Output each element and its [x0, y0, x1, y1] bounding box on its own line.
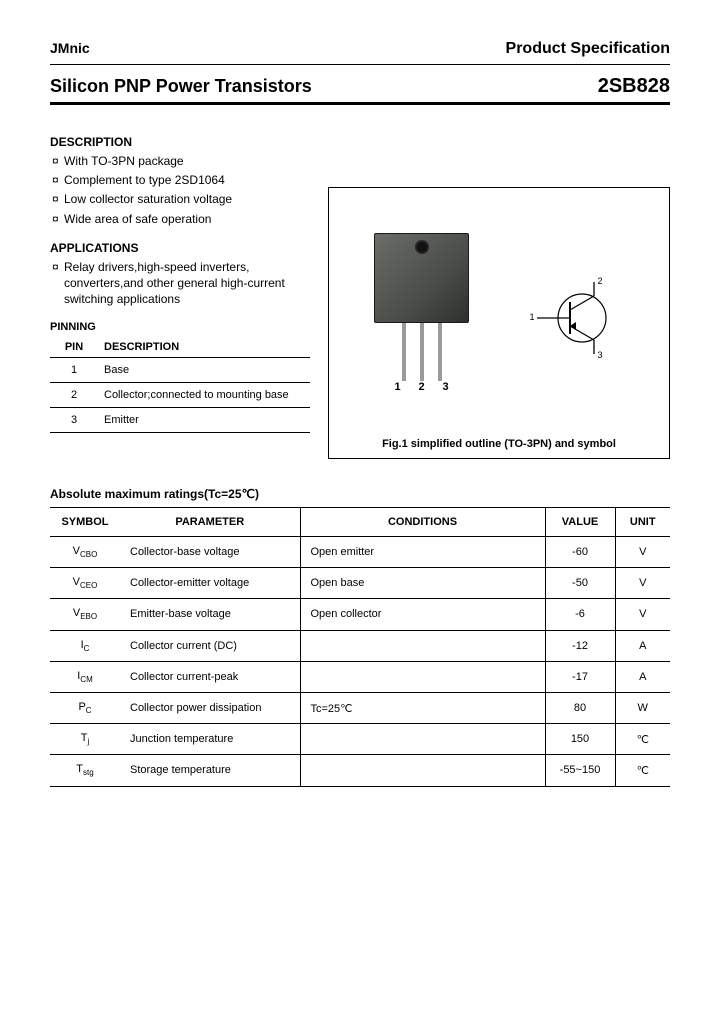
table-row: VCBOCollector-base voltageOpen emitter-6…: [50, 537, 670, 568]
rating-parameter: Junction temperature: [120, 724, 300, 755]
rating-parameter: Collector power dissipation: [120, 692, 300, 723]
header-rule: [50, 64, 670, 65]
rating-parameter: Collector current-peak: [120, 661, 300, 692]
symbol-label-base: 1: [530, 312, 535, 322]
symbol-label-emitter: 3: [598, 350, 603, 360]
lead-label-2: 2: [417, 381, 427, 393]
pinning-heading: PINNING: [50, 321, 310, 333]
rating-symbol: IC: [50, 630, 120, 661]
rating-unit: V: [615, 599, 670, 630]
rating-condition: Tc=25℃: [300, 692, 545, 723]
pin-number: 3: [50, 408, 98, 433]
figure-box: 1 2 3 1: [328, 187, 670, 459]
rating-condition: [300, 661, 545, 692]
rating-parameter: Collector current (DC): [120, 630, 300, 661]
pin-number: 1: [50, 358, 98, 383]
rating-condition: [300, 724, 545, 755]
rating-symbol: Tstg: [50, 755, 120, 786]
rating-condition: Open base: [300, 568, 545, 599]
applications-heading: APPLICATIONS: [50, 241, 310, 255]
pin-col-header: PIN: [50, 337, 98, 358]
list-item: ¤Wide area of safe operation: [52, 211, 310, 227]
ratings-col-conditions: CONDITIONS: [300, 508, 545, 537]
schematic-symbol: 1 2 3: [532, 268, 632, 368]
rating-unit: V: [615, 568, 670, 599]
product-spec-label: Product Specification: [506, 40, 670, 58]
pinning-table: PIN DESCRIPTION 1Base2Collector;connecte…: [50, 337, 310, 433]
rating-value: -12: [545, 630, 615, 661]
rating-unit: ℃: [615, 724, 670, 755]
table-row: TstgStorage temperature -55~150℃: [50, 755, 670, 786]
table-row: ICMCollector current-peak -17A: [50, 661, 670, 692]
title-rule: [50, 102, 670, 105]
ratings-col-symbol: SYMBOL: [50, 508, 120, 537]
pin-description: Base: [98, 358, 310, 383]
rating-condition: [300, 755, 545, 786]
rating-unit: ℃: [615, 755, 670, 786]
table-row: PCCollector power dissipationTc=25℃80W: [50, 692, 670, 723]
rating-symbol: PC: [50, 692, 120, 723]
rating-symbol: Tj: [50, 724, 120, 755]
rating-unit: V: [615, 537, 670, 568]
rating-symbol: ICM: [50, 661, 120, 692]
ratings-col-parameter: PARAMETER: [120, 508, 300, 537]
list-item: ¤With TO-3PN package: [52, 153, 310, 169]
rating-unit: A: [615, 661, 670, 692]
rating-value: 80: [545, 692, 615, 723]
rating-symbol: VCEO: [50, 568, 120, 599]
rating-value: -50: [545, 568, 615, 599]
rating-parameter: Collector-emitter voltage: [120, 568, 300, 599]
rating-parameter: Collector-base voltage: [120, 537, 300, 568]
ratings-col-value: VALUE: [545, 508, 615, 537]
list-item: ¤Complement to type 2SD1064: [52, 172, 310, 188]
rating-unit: A: [615, 630, 670, 661]
table-row: TjJunction temperature 150℃: [50, 724, 670, 755]
rating-symbol: VEBO: [50, 599, 120, 630]
brand-logo: JMnic: [50, 40, 90, 56]
list-item: ¤Low collector saturation voltage: [52, 191, 310, 207]
table-row: 3Emitter: [50, 408, 310, 433]
rating-condition: [300, 630, 545, 661]
package-drawing: 1 2 3: [367, 233, 477, 403]
rating-condition: Open emitter: [300, 537, 545, 568]
pin-description: Collector;connected to mounting base: [98, 383, 310, 408]
ratings-heading: Absolute maximum ratings(Tc=25℃): [50, 487, 670, 501]
ratings-col-unit: UNIT: [615, 508, 670, 537]
rating-value: -60: [545, 537, 615, 568]
ratings-table: SYMBOL PARAMETER CONDITIONS VALUE UNIT V…: [50, 507, 670, 787]
description-heading: DESCRIPTION: [50, 135, 310, 149]
rating-unit: W: [615, 692, 670, 723]
symbol-label-collector: 2: [598, 276, 603, 286]
rating-symbol: VCBO: [50, 537, 120, 568]
rating-value: -17: [545, 661, 615, 692]
rating-value: 150: [545, 724, 615, 755]
table-row: 1Base: [50, 358, 310, 383]
pin-desc-header: DESCRIPTION: [98, 337, 310, 358]
applications-list: ¤Relay drivers,high-speed inverters, con…: [50, 259, 310, 308]
table-row: ICCollector current (DC) -12A: [50, 630, 670, 661]
lead-label-1: 1: [393, 381, 403, 393]
table-row: 2Collector;connected to mounting base: [50, 383, 310, 408]
list-item: ¤Relay drivers,high-speed inverters, con…: [52, 259, 310, 308]
rating-parameter: Emitter-base voltage: [120, 599, 300, 630]
rating-condition: Open collector: [300, 599, 545, 630]
description-list: ¤With TO-3PN package ¤Complement to type …: [50, 153, 310, 227]
rating-parameter: Storage temperature: [120, 755, 300, 786]
table-row: VCEOCollector-emitter voltageOpen base-5…: [50, 568, 670, 599]
figure-caption: Fig.1 simplified outline (TO-3PN) and sy…: [382, 438, 616, 450]
lead-label-3: 3: [441, 381, 451, 393]
part-number: 2SB828: [598, 75, 670, 98]
table-row: VEBOEmitter-base voltageOpen collector-6…: [50, 599, 670, 630]
rating-value: -6: [545, 599, 615, 630]
rating-value: -55~150: [545, 755, 615, 786]
page-title: Silicon PNP Power Transistors: [50, 76, 312, 97]
pin-description: Emitter: [98, 408, 310, 433]
pin-number: 2: [50, 383, 98, 408]
